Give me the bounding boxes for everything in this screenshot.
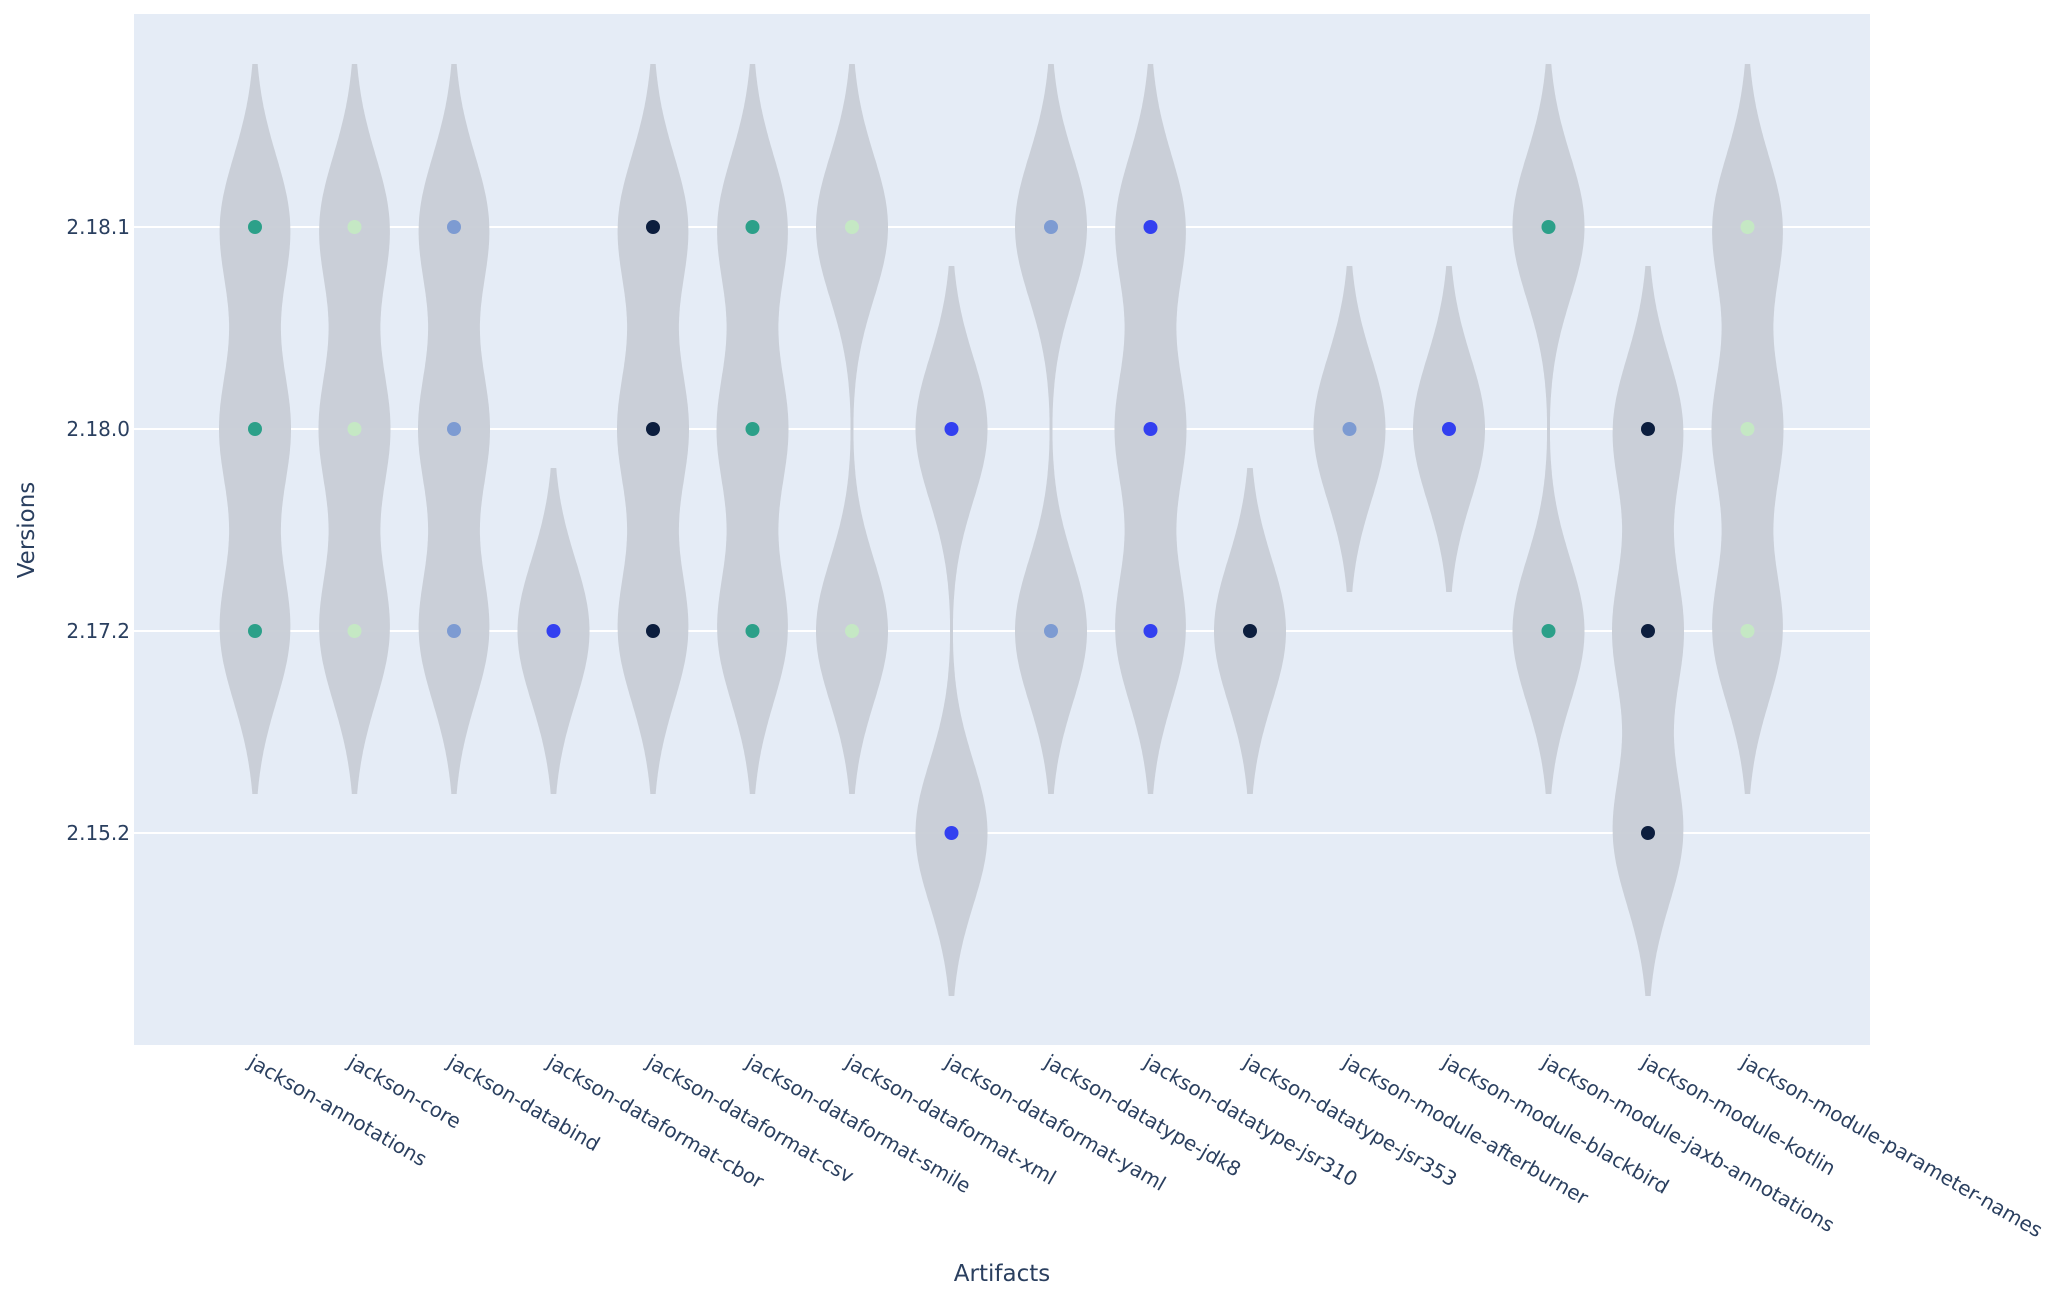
data-point [1442,422,1456,436]
data-point [1740,624,1755,638]
x-axis-title: Artifacts [954,1261,1050,1287]
data-points [248,220,1755,840]
plot-background [134,14,1870,1045]
data-point [845,220,859,234]
data-point [1541,220,1556,234]
data-point [1541,624,1556,638]
x-tick-label: jackson-annotations [244,1049,431,1171]
data-point [447,422,461,436]
x-tick-labels: jackson-annotationsjackson-corejackson-d… [244,1049,2047,1242]
data-point [845,624,859,638]
data-point [1044,220,1058,234]
data-point [646,422,660,436]
data-point [347,220,362,234]
data-point [1641,624,1655,638]
data-point [944,826,959,840]
violin [816,64,888,794]
data-point [1641,422,1655,436]
y-tick-label: 2.15.2 [66,821,130,845]
y-tick-label: 2.17.2 [66,619,130,643]
data-point [347,422,362,436]
y-tick-label: 2.18.1 [66,215,130,239]
data-point [1740,220,1755,234]
y-axis-title: Versions [14,482,40,579]
data-point [646,220,660,234]
data-point [944,422,959,436]
data-point [447,220,461,234]
data-point [1143,422,1158,436]
data-point [1143,220,1158,234]
data-point [1641,826,1655,840]
data-point [248,624,262,638]
violin [1015,64,1087,794]
data-point [248,422,262,436]
data-point [646,624,660,638]
data-point [1243,624,1257,638]
data-point [248,220,262,234]
data-point [1143,624,1158,638]
data-point [1044,624,1058,638]
data-point [745,624,760,638]
data-point [1342,422,1357,436]
data-point [745,220,760,234]
violin [1512,64,1585,794]
y-tick-label: 2.18.0 [66,417,130,441]
data-point [546,624,561,638]
data-point [447,624,461,638]
violin [915,266,988,996]
data-point [745,422,760,436]
data-point [1740,422,1755,436]
data-point [347,624,362,638]
y-tick-labels: 2.15.2 2.17.2 2.18.0 2.18.1 [66,215,130,845]
